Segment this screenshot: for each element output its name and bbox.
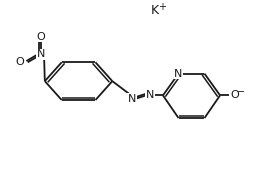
Text: N: N <box>128 94 136 104</box>
Text: N: N <box>174 69 183 79</box>
Text: N: N <box>146 90 154 100</box>
Text: K: K <box>151 4 159 17</box>
Text: O: O <box>15 57 24 67</box>
Text: N: N <box>37 49 45 59</box>
Text: −: − <box>237 87 245 97</box>
Text: O: O <box>37 32 45 42</box>
Text: O: O <box>230 90 239 100</box>
Text: +: + <box>158 2 167 12</box>
